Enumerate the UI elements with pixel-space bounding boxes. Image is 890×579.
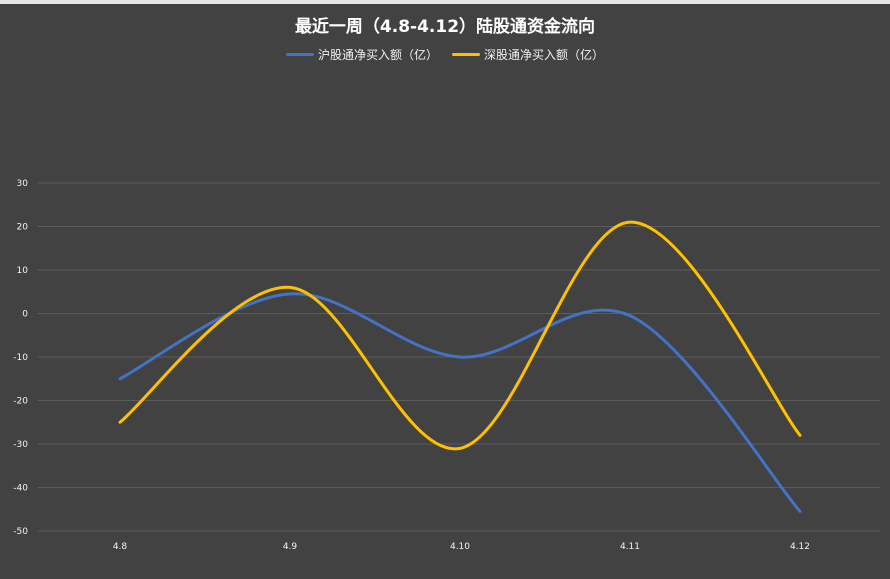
legend-swatch-sz [452,53,480,56]
series-lines [118,220,802,513]
legend-item-sz[interactable]: 深股通净买入额（亿） [452,46,604,63]
legend-item-sh[interactable]: 沪股通净买入额（亿） [285,46,438,63]
y-axis-ticks: 30 20 10 0 -10 -20 -30 -40 -50 [13,179,28,537]
y-tick-label: 0 [22,310,28,320]
x-tick-label: 4.10 [450,542,470,552]
gridlines [38,182,880,532]
x-tick-label: 4.9 [283,542,298,552]
x-tick-label: 4.8 [113,542,128,552]
legend-label-sz: 深股通净买入额（亿） [484,48,605,62]
y-tick-label: 30 [17,179,29,189]
series-line-sh[interactable] [118,292,802,513]
chart-title: 最近一周（4.8-4.12）陆股通资金流向 [294,17,596,37]
x-axis-ticks: 4.8 4.9 4.10 4.11 4.12 [113,542,810,552]
y-tick-label: -10 [13,353,28,363]
y-tick-label: -50 [13,527,28,537]
y-tick-label: 20 [17,223,29,233]
y-tick-label: -30 [13,440,28,450]
top-strip [0,0,890,4]
x-tick-label: 4.12 [790,542,810,552]
y-tick-label: 10 [17,266,29,276]
x-tick-label: 4.11 [620,542,640,552]
legend-label-sh: 沪股通净买入额（亿） [317,48,438,62]
y-tick-label: -20 [13,397,28,407]
legend: 沪股通净买入额（亿） 深股通净买入额（亿） [0,46,890,63]
legend-swatch-sh [285,53,314,56]
y-tick-label: -40 [13,484,28,494]
series-line-sz[interactable] [118,220,802,451]
